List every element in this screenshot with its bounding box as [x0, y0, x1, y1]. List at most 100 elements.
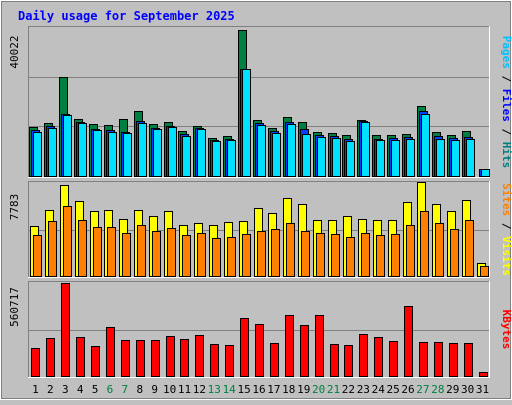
bar-sites [420, 211, 429, 277]
legend-entry: KBytes [500, 310, 512, 350]
bar-kbytes [240, 318, 249, 377]
bar-kbytes [136, 340, 145, 377]
x-tick-label: 24 [372, 383, 386, 396]
bar-sites [93, 227, 102, 277]
series-legend: KBytes [500, 310, 512, 350]
bar-sites [480, 266, 489, 277]
bar-pages [317, 137, 326, 177]
bar-kbytes [91, 346, 100, 377]
bar-sites [301, 231, 310, 277]
x-tick-label: 20 [312, 383, 325, 396]
bar-sites [286, 223, 295, 277]
bar-pages [182, 136, 191, 177]
bar-pages [451, 140, 460, 177]
x-tick-label: 7 [122, 383, 129, 396]
bar-sites [182, 235, 191, 277]
bar-sites [450, 229, 459, 277]
bar-pages [63, 115, 72, 177]
x-tick-label: 6 [107, 383, 114, 396]
x-tick-label: 29 [446, 383, 459, 396]
bar-pages [466, 139, 475, 177]
bar-pages [93, 130, 102, 177]
bar-sites [331, 234, 340, 277]
bar-kbytes [151, 340, 160, 377]
bar-sites [346, 237, 355, 277]
bar-kbytes [464, 343, 473, 377]
bar-kbytes [225, 345, 234, 377]
series-legend: Sites / Visits [500, 183, 512, 276]
x-tick-label: 30 [461, 383, 474, 396]
bar-pages [123, 133, 132, 177]
x-tick-label: 25 [387, 383, 400, 396]
bar-kbytes [359, 334, 368, 377]
bar-sites [212, 238, 221, 277]
x-tick-label: 13 [208, 383, 221, 396]
bar-kbytes [210, 344, 219, 377]
bar-pages [108, 132, 117, 177]
x-tick-label: 12 [193, 383, 206, 396]
bar-pages [391, 140, 400, 177]
bar-sites [137, 225, 146, 277]
x-tick-label: 8 [136, 383, 143, 396]
bar-sites [107, 227, 116, 277]
x-tick-label: 31 [476, 383, 489, 396]
bar-pages [48, 128, 57, 177]
bar-pages [376, 140, 385, 177]
bar-sites [197, 233, 206, 277]
bar-pages [421, 114, 430, 177]
x-tick-label: 27 [416, 383, 429, 396]
bar-sites [33, 235, 42, 277]
y-axis-max-label: 7783 [8, 194, 21, 221]
bar-pages [257, 125, 266, 177]
bar-sites [167, 228, 176, 277]
bar-pages [227, 140, 236, 177]
bar-kbytes [195, 335, 204, 377]
legend-entry: / [500, 216, 512, 236]
x-tick-label: 10 [163, 383, 176, 396]
outer-border-dark [1, 1, 511, 399]
bar-pages [481, 169, 490, 177]
y-axis-max-label: 40022 [8, 35, 21, 68]
bar-sites [435, 223, 444, 277]
bar-pages [168, 127, 177, 177]
x-tick-label: 5 [92, 383, 99, 396]
bar-kbytes [479, 372, 488, 377]
legend-entry: / [500, 69, 512, 89]
x-tick-label: 11 [178, 383, 191, 396]
x-tick-label: 22 [342, 383, 355, 396]
bar-sites [122, 233, 131, 277]
bar-kbytes [419, 342, 428, 377]
bar-kbytes [374, 337, 383, 377]
x-tick-label: 18 [282, 383, 295, 396]
x-tick-label: 14 [223, 383, 237, 396]
legend-entry: Pages [500, 36, 512, 69]
x-tick-label: 23 [357, 383, 370, 396]
bar-kbytes [344, 345, 353, 377]
bar-kbytes [389, 341, 398, 377]
bar-pages [287, 124, 296, 177]
bar-kbytes [330, 344, 339, 377]
x-tick-label: 1 [32, 383, 39, 396]
bar-pages [436, 139, 445, 177]
bar-sites [361, 233, 370, 277]
bar-pages [332, 138, 341, 177]
x-tick-label: 21 [327, 383, 340, 396]
bar-kbytes [121, 340, 130, 377]
legend-entry: / [500, 122, 512, 142]
bar-kbytes [285, 315, 294, 377]
x-tick-label: 28 [431, 383, 444, 396]
bar-pages [212, 141, 221, 177]
bar-pages [197, 129, 206, 177]
x-tick-label: 15 [237, 383, 250, 396]
bar-pages [302, 134, 311, 177]
x-tick-label: 17 [267, 383, 280, 396]
bar-kbytes [46, 338, 55, 377]
bar-sites [257, 231, 266, 277]
bar-sites [227, 237, 236, 277]
bar-pages [272, 133, 281, 177]
x-tick-label: 16 [252, 383, 265, 396]
y-axis-max-label: 560717 [8, 287, 21, 327]
legend-entry: Visits [500, 236, 512, 276]
